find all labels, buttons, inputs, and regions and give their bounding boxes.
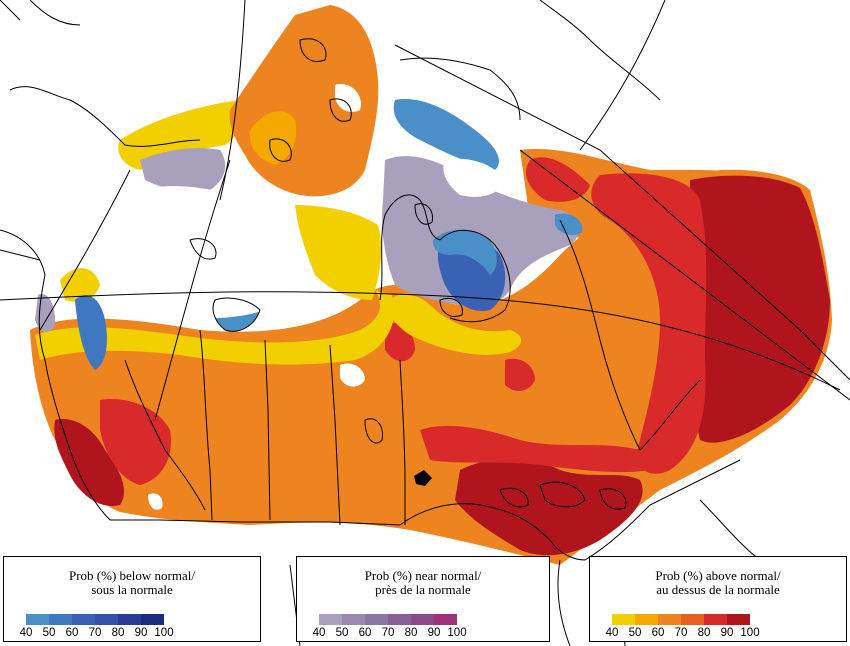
region-above-50-archipelago — [249, 111, 297, 165]
legend-near-tick: 70 — [381, 627, 395, 639]
legend-below-tick: 70 — [88, 627, 102, 639]
legend-below-swatch — [95, 614, 118, 625]
legend-above-tick: 60 — [651, 627, 665, 639]
legend-near-tick: 100 — [447, 627, 467, 639]
white-pocket-bc — [148, 493, 163, 510]
legend-below-line2: sous la normale — [91, 582, 173, 597]
region-above-40-hudsonbay-west — [295, 205, 382, 300]
legend-near-swatch — [319, 614, 342, 625]
legend-near-swatch — [411, 614, 434, 625]
lakes-islands — [189, 38, 627, 510]
legend-near-tick: 90 — [427, 627, 441, 639]
region-above-80-bc — [100, 399, 171, 485]
legend-near-tick: 50 — [335, 627, 349, 639]
legend-near-normal: Prob (%) near normal/ près de la normale… — [296, 556, 550, 642]
legend-below-swatch — [72, 614, 95, 625]
legend-below-tick: 100 — [154, 627, 174, 639]
region-below-40-quebec — [555, 213, 583, 236]
legend-below-tick: 80 — [111, 627, 125, 639]
legend-above-swatch — [727, 614, 750, 625]
region-above-80-east — [591, 173, 707, 474]
lake-black-marker — [414, 470, 432, 486]
legend-above-tick: 70 — [674, 627, 688, 639]
legend-below-swatch — [26, 614, 49, 625]
legend-below-swatches — [26, 614, 164, 625]
region-above-40-yukon — [60, 268, 100, 302]
legend-above-tick: 90 — [720, 627, 734, 639]
white-pocket-prairie — [340, 363, 365, 387]
legend-above-swatches — [612, 614, 750, 625]
legend-near-tick: 40 — [312, 627, 326, 639]
legend-below-title: Prob (%) below normal/ sous la normale — [4, 569, 260, 597]
region-above-90-westcoast — [54, 419, 125, 506]
region-above-80-ontario — [505, 358, 535, 392]
legend-below-line1: Prob (%) below normal/ — [68, 568, 195, 583]
legend-above-tick: 80 — [697, 627, 711, 639]
legend-below-tick: 40 — [19, 627, 33, 639]
white-pocket-arctic — [335, 84, 361, 112]
legend-below-tick: 50 — [42, 627, 56, 639]
region-below-40-ring — [432, 229, 497, 275]
legend-near-swatch — [365, 614, 388, 625]
legend-above-line1: Prob (%) above normal/ — [655, 568, 781, 583]
legend-above-tick: 40 — [605, 627, 619, 639]
legend-above-title: Prob (%) above normal/ au dessus de la n… — [590, 569, 846, 597]
legend-above-normal: Prob (%) above normal/ au dessus de la n… — [589, 556, 847, 642]
region-above-40-ring — [388, 294, 522, 355]
legend-below-tick: 90 — [134, 627, 148, 639]
legend-near-swatch — [388, 614, 411, 625]
white-pocket-hudson — [443, 158, 505, 197]
region-above-40-west — [35, 290, 395, 365]
legend-above-line2: au dessus de la normale — [656, 582, 780, 597]
region-above-40-arctic — [118, 100, 245, 170]
legend-near-swatch — [342, 614, 365, 625]
legend-above-swatch — [704, 614, 727, 625]
legend-near-tick: 80 — [404, 627, 418, 639]
region-above-90-south — [455, 458, 643, 556]
legend-near-swatch — [434, 614, 457, 625]
legend-above-swatch — [681, 614, 704, 625]
legend-below-normal: Prob (%) below normal/ sous la normale 4… — [3, 556, 261, 642]
region-near-40-hudson — [382, 156, 579, 307]
legend-near-tick: 60 — [358, 627, 372, 639]
legend-near-swatches — [319, 614, 457, 625]
legend-near-title: Prob (%) near normal/ près de la normale — [297, 569, 549, 597]
legend-above-swatch — [612, 614, 635, 625]
region-below-50-bc — [75, 295, 107, 370]
legend-below-swatch — [141, 614, 164, 625]
region-near-40-arctic — [140, 148, 226, 192]
legend-above-swatch — [658, 614, 681, 625]
legend-below-tick: 60 — [65, 627, 79, 639]
legend-near-line1: Prob (%) near normal/ — [364, 568, 482, 583]
region-above-80-prairie-south — [420, 425, 650, 473]
legend-near-line2: près de la normale — [375, 582, 471, 597]
legend-above-tick: 100 — [740, 627, 760, 639]
legend-below-swatch — [118, 614, 141, 625]
legend-below-swatch — [49, 614, 72, 625]
legend-above-swatch — [635, 614, 658, 625]
region-below-40-arctic — [393, 99, 499, 170]
white-pocket-nwt — [130, 186, 304, 319]
region-above-90-east — [685, 175, 830, 443]
grid-lines — [0, 0, 850, 421]
legend-above-tick: 50 — [628, 627, 642, 639]
